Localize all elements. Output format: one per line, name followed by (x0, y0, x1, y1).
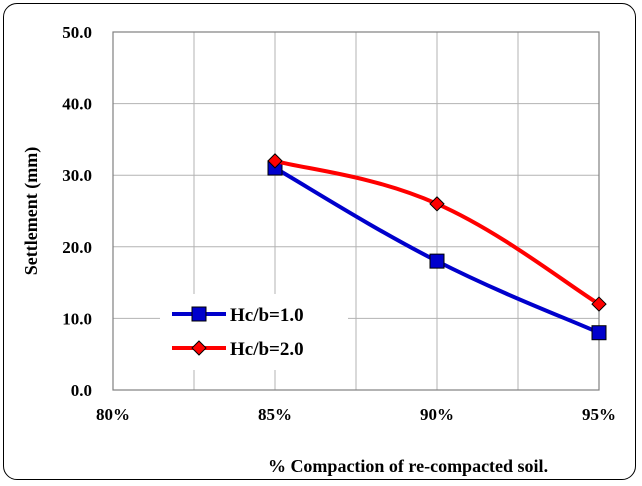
y-tick-label: 0.0 (71, 381, 92, 400)
x-tick-label: 85% (258, 405, 292, 424)
series-1-legend-marker (191, 306, 207, 322)
series-2-point (267, 153, 283, 169)
y-tick-label: 10.0 (62, 309, 92, 328)
chart-frame (3, 3, 636, 480)
y-tick-label: 20.0 (62, 238, 92, 257)
y-tick-label: 30.0 (62, 166, 92, 185)
x-tick-label: 95% (582, 405, 616, 424)
series-2-legend-label: Hc/b=2.0 (230, 339, 304, 360)
legend: Hc/b=1.0 Hc/b=2.0 (172, 305, 304, 360)
series-1-point (591, 325, 607, 341)
series-2-point (591, 296, 607, 312)
x-axis-title: % Compaction of re-compacted soil. (268, 456, 548, 476)
series-2-legend-marker (191, 340, 207, 356)
x-tick-label: 90% (420, 405, 454, 424)
y-axis-title: Settlement (mm) (21, 147, 42, 275)
series-1-point (429, 253, 445, 269)
y-tick-labels: 0.0 10.0 20.0 30.0 40.0 50.0 (62, 23, 92, 400)
series-2-point (429, 196, 445, 212)
legend-box (160, 294, 348, 370)
series-group (267, 153, 607, 341)
y-tick-label: 50.0 (62, 23, 92, 42)
plot-area-border (112, 31, 600, 391)
y-tick-label: 40.0 (62, 95, 92, 114)
x-tick-label: 80% (96, 405, 130, 424)
series-1-legend-label: Hc/b=1.0 (230, 305, 304, 326)
x-tick-labels: 80% 85% 90% 95% (96, 405, 616, 424)
